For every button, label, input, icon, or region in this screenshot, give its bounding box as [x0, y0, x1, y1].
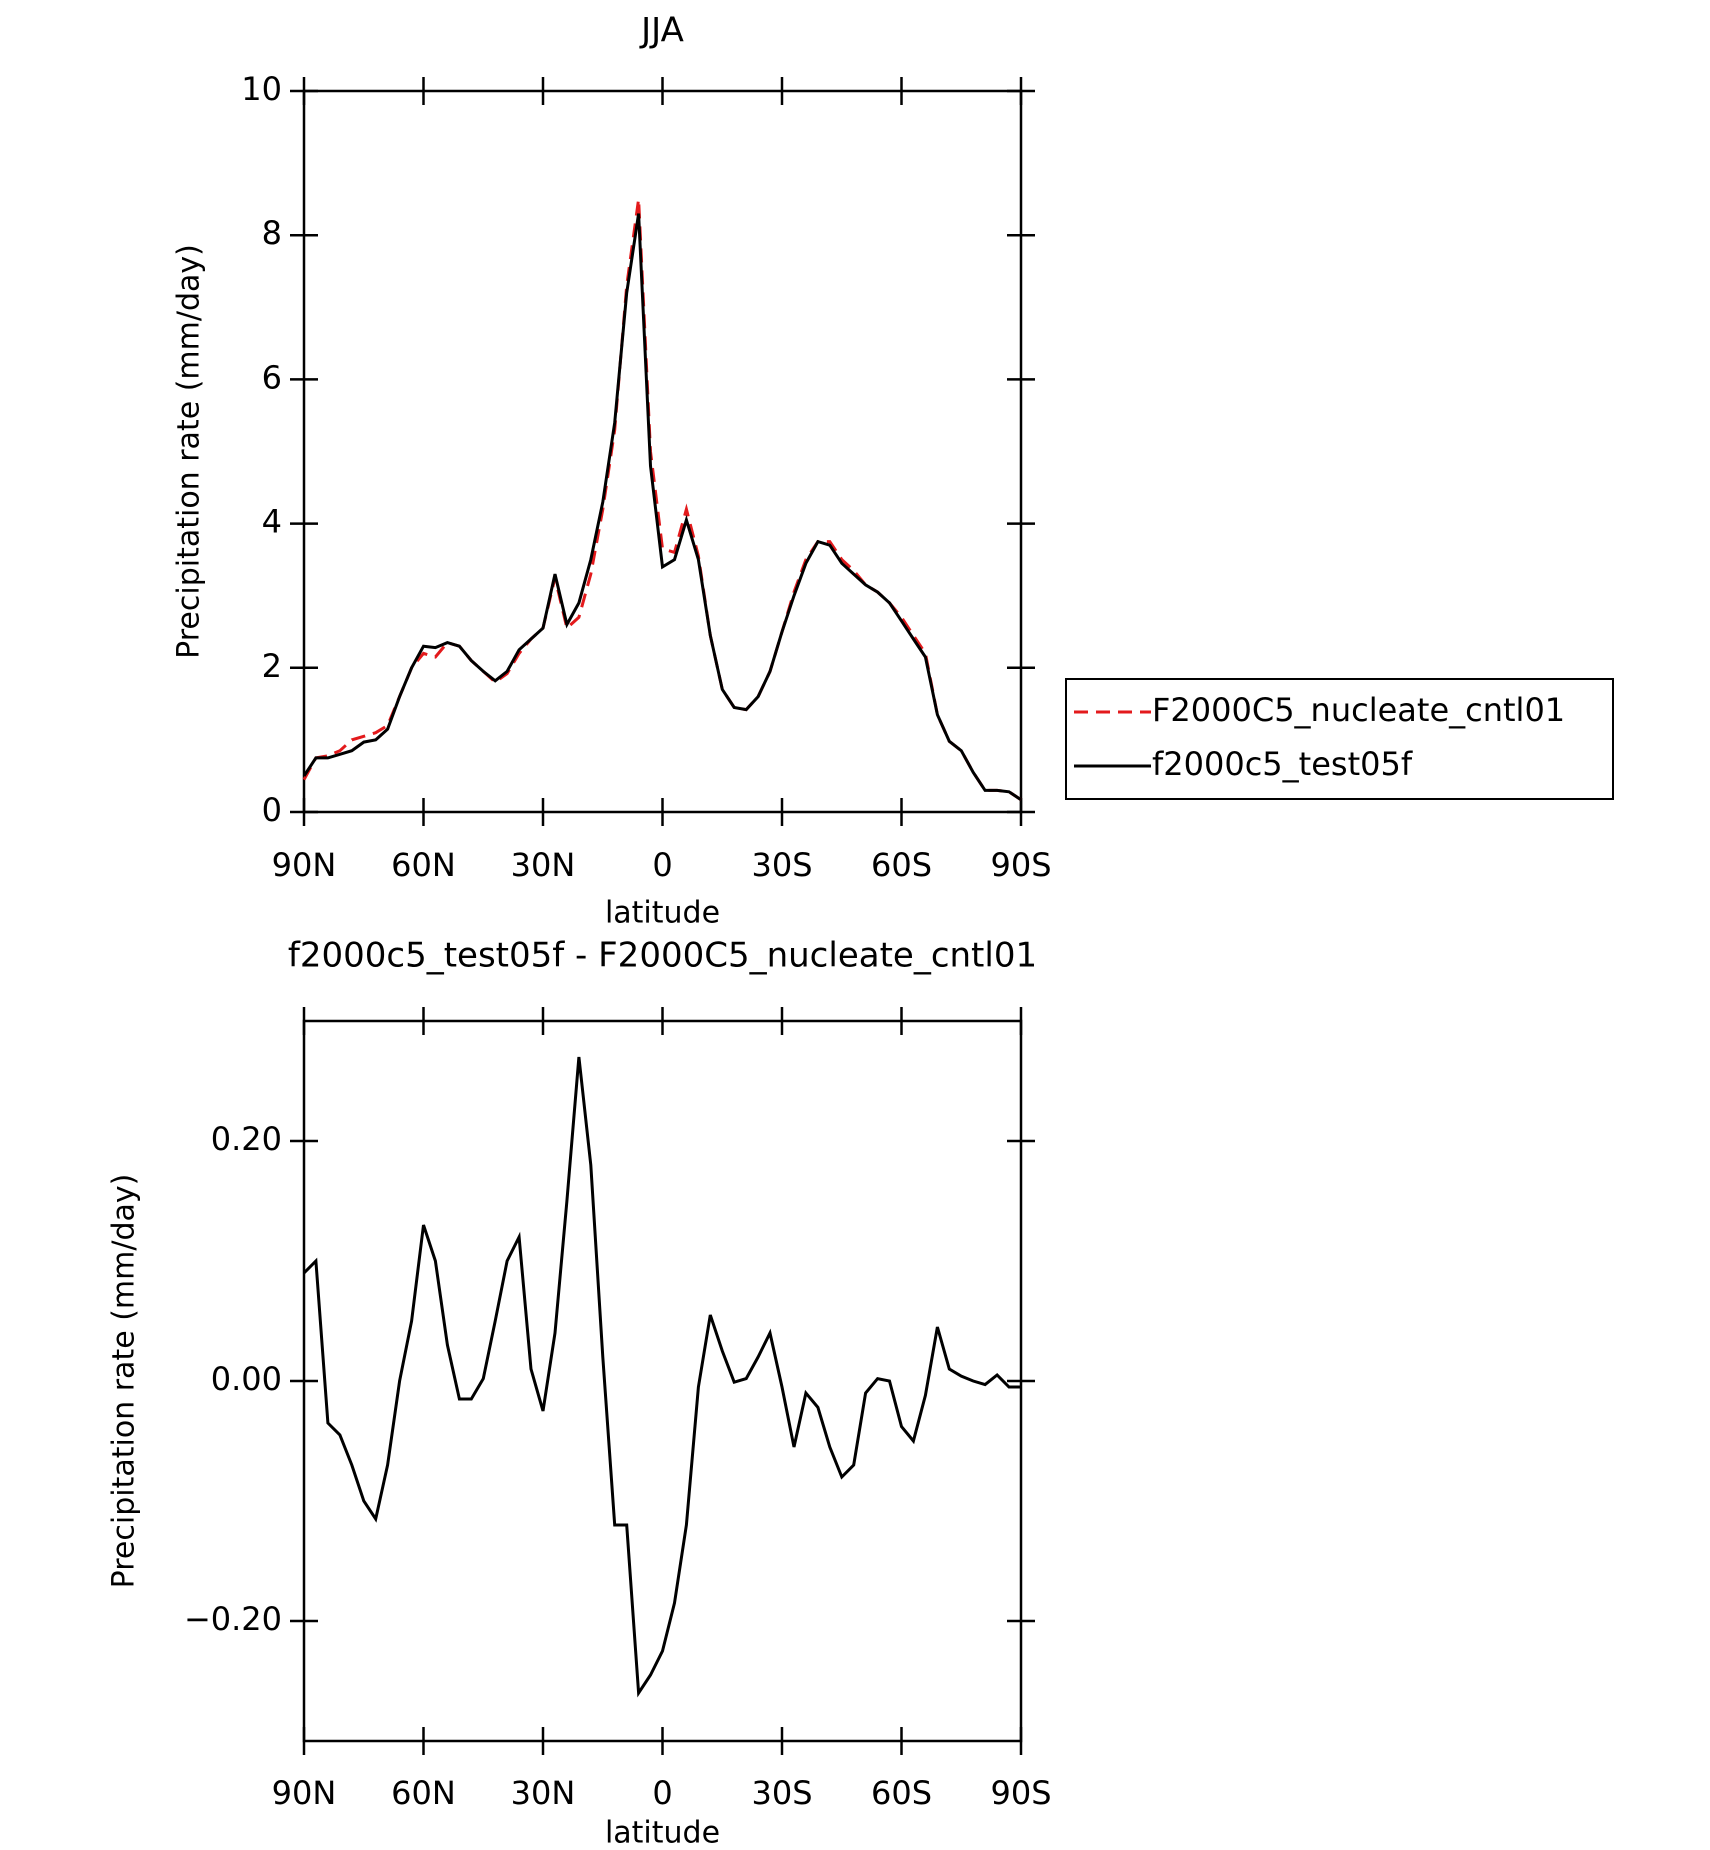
- y-tick-label: 4: [262, 503, 282, 541]
- data-line: [302, 198, 1022, 801]
- y-axis-label: Precipitation rate (mm/day): [172, 244, 207, 659]
- x-tick-label: 60S: [871, 846, 932, 884]
- x-tick-label: 60N: [391, 846, 456, 884]
- x-tick-label: 60N: [391, 1774, 456, 1812]
- x-tick-label: 60S: [871, 1774, 932, 1812]
- chart-title: JJA: [639, 11, 684, 51]
- plot-frame: [302, 89, 1023, 814]
- x-tick-label: 0: [652, 1774, 672, 1812]
- plot-frame: [302, 1019, 1023, 1743]
- x-tick-label: 30S: [751, 846, 812, 884]
- data-line: [302, 213, 1022, 801]
- y-tick-label: −0.20: [184, 1600, 282, 1638]
- y-axis-label: Precipitation rate (mm/day): [107, 1174, 142, 1589]
- y-tick-label: 2: [262, 647, 282, 685]
- x-tick-label: 0: [652, 846, 672, 884]
- x-tick-label: 90N: [272, 846, 337, 884]
- legend-label: F2000C5_nucleate_cntl01: [1152, 691, 1565, 729]
- data-line: [302, 1056, 1021, 1698]
- x-tick-label: 30S: [751, 1774, 812, 1812]
- y-tick-label: 10: [241, 70, 282, 108]
- x-tick-label: 90N: [272, 1774, 337, 1812]
- y-tick-label: 8: [262, 214, 282, 252]
- chart-title: f2000c5_test05f - F2000C5_nucleate_cntl0…: [288, 936, 1037, 976]
- x-tick-label: 90S: [990, 846, 1051, 884]
- legend-box: [1065, 678, 1614, 800]
- legend-label: f2000c5_test05f: [1152, 745, 1413, 783]
- y-tick-label: 0.00: [211, 1360, 282, 1398]
- x-axis-label: latitude: [605, 1816, 720, 1850]
- y-tick-label: 0.20: [211, 1120, 282, 1158]
- y-tick-label: 0: [262, 791, 282, 829]
- x-axis-label: latitude: [605, 896, 720, 931]
- x-tick-label: 90S: [990, 1774, 1051, 1812]
- x-tick-label: 30N: [511, 1774, 576, 1812]
- x-tick-label: 30N: [511, 846, 576, 884]
- y-tick-label: 6: [262, 358, 282, 396]
